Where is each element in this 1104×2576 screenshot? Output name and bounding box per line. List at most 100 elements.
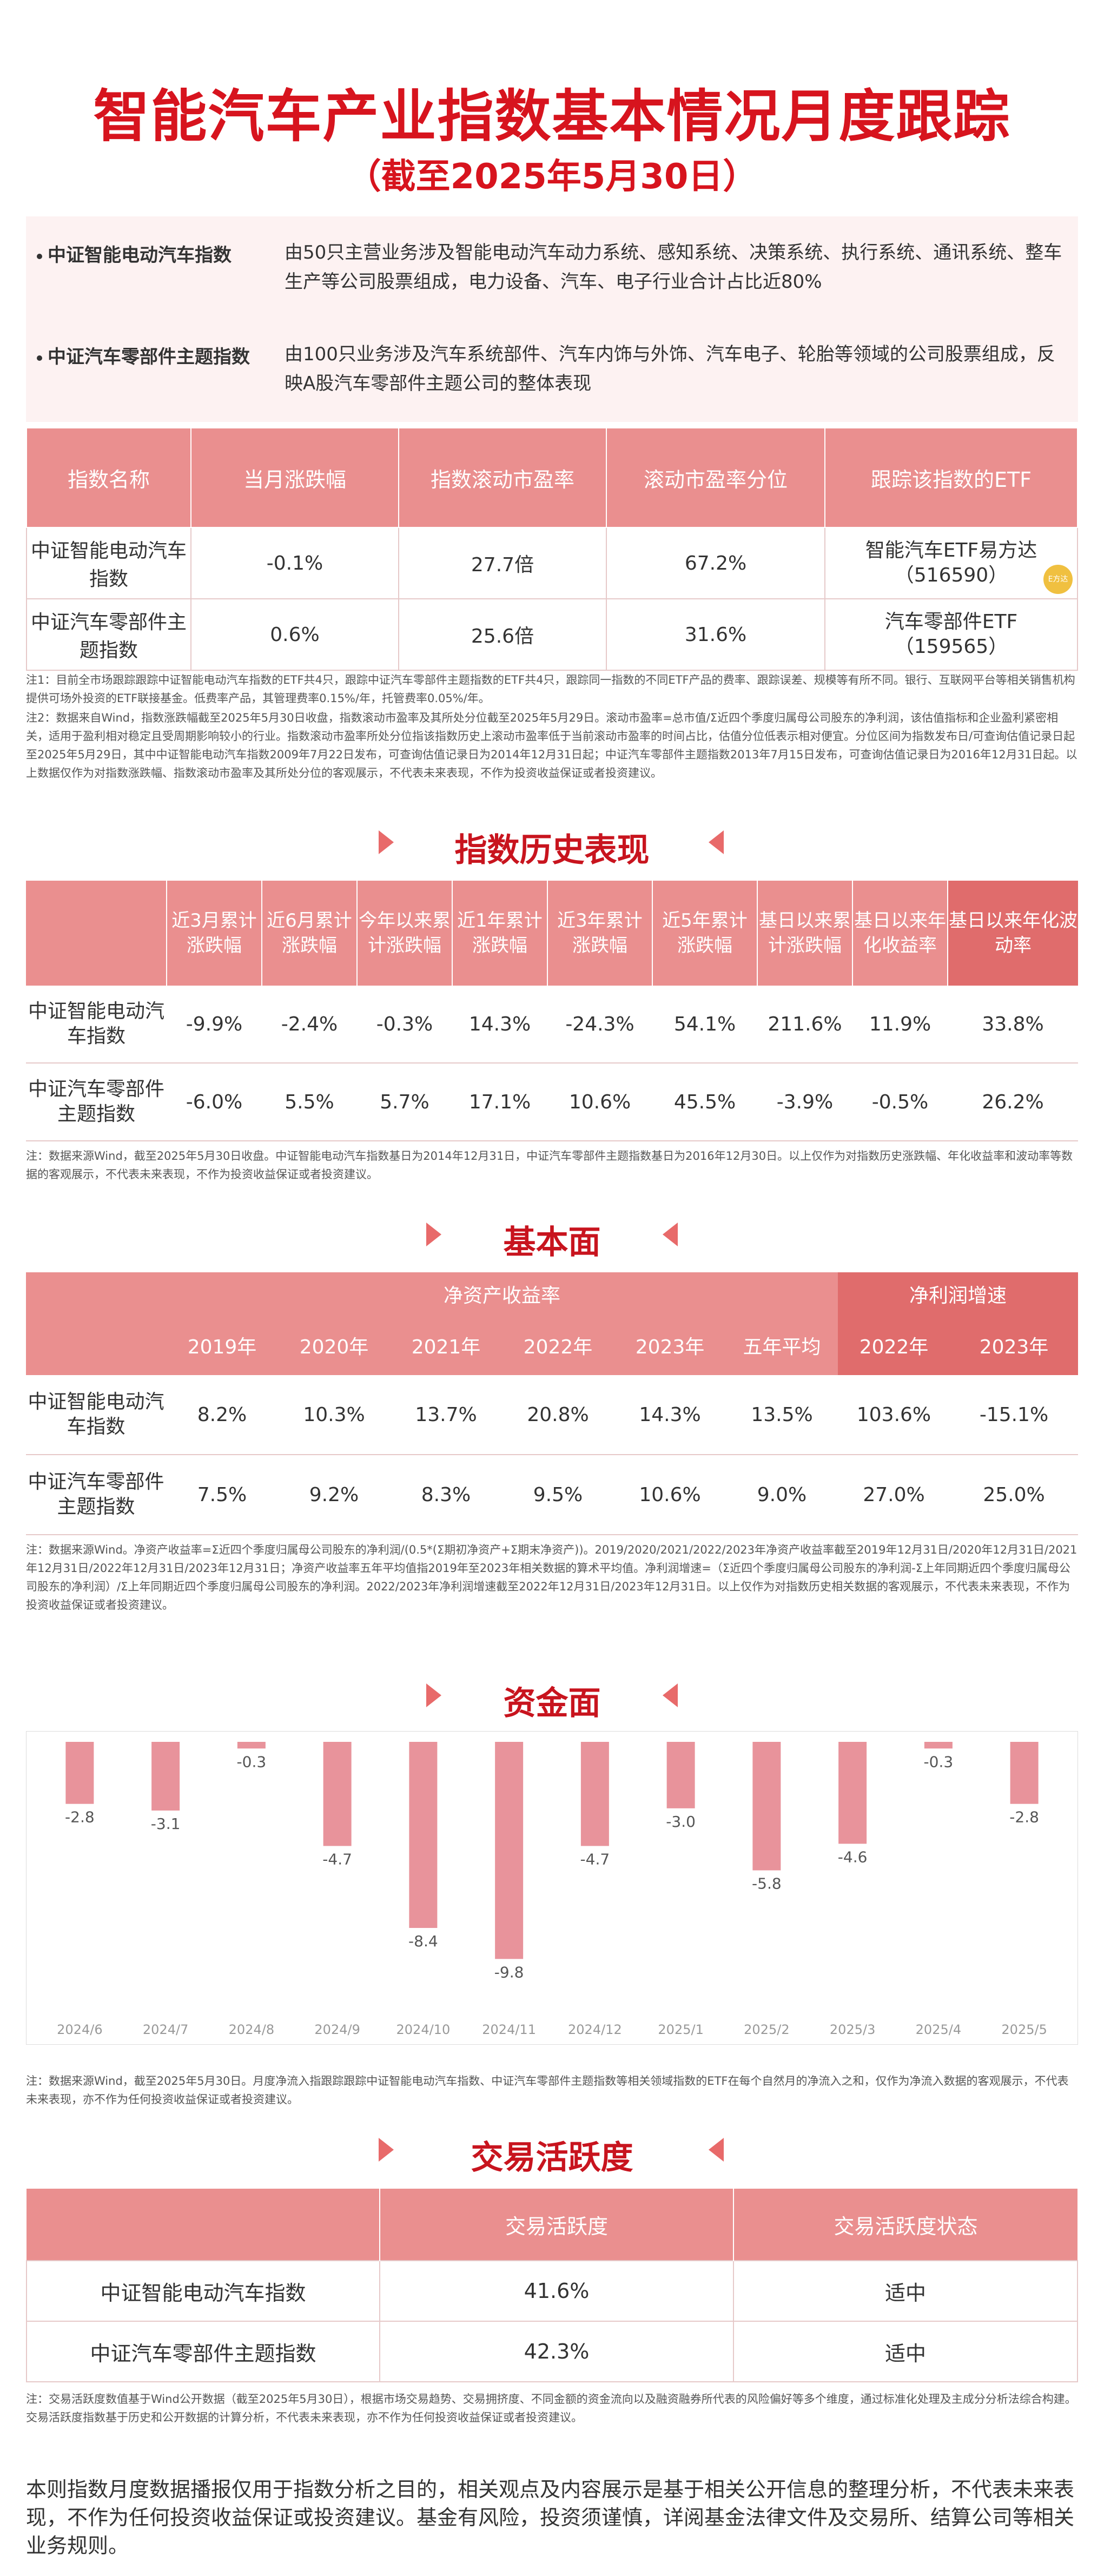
arrow-left-icon: [663, 1683, 678, 1707]
efunds-logo-icon: E方达: [1043, 565, 1073, 594]
activity-note: 注：交易活跃度数值基于Wind公开数据（截至2025年5月30日），根据市场交易…: [26, 2393, 1076, 2424]
rolling-pe: 27.7倍: [398, 527, 607, 599]
intro-index-desc: 由100只业务涉及汽车系统部件、汽车内饰与外饰、汽车电子、轮胎等领域的公司股票组…: [285, 344, 1055, 394]
cell: -3.9%: [757, 1063, 852, 1141]
bar-value-label: -2.8: [65, 1808, 95, 1826]
cell: 9.5%: [502, 1455, 614, 1535]
activity-value: 42.3%: [379, 2321, 734, 2382]
table-row: 中证汽车零部件主题指数 42.3% 适中: [26, 2321, 1078, 2382]
etf-code: （516590）: [894, 564, 1008, 586]
col-header: [27, 2189, 380, 2261]
history-table: 近3月累计涨跌幅 近6月累计涨跌幅 今年以来累计涨跌幅 近1年累计涨跌幅 近3年…: [26, 881, 1078, 1141]
col-header: 当月涨跌幅: [190, 427, 399, 528]
chart-frame: [26, 1731, 1078, 2045]
cell: -15.1%: [950, 1375, 1078, 1455]
col-header: 近3月累计涨跌幅: [166, 881, 262, 986]
table-row: 中证智能电动汽车指数 -0.1% 27.7倍 67.2% 智能汽车ETF易方达 …: [26, 527, 1078, 599]
chart-bar: [409, 1742, 438, 1928]
year-header: 2023年: [950, 1316, 1078, 1375]
arrow-right-icon: [379, 830, 394, 854]
chart-bar: [323, 1742, 352, 1846]
bar-value-label: -9.8: [494, 1963, 524, 1981]
index-name: 中证汽车零部件主题指数: [26, 2321, 380, 2382]
chart-bar: [495, 1742, 524, 1959]
index-name: 中证智能电动汽车指数: [26, 527, 191, 599]
arrow-left-icon: [709, 830, 724, 854]
rolling-pe: 25.6倍: [398, 598, 607, 671]
bar-value-label: -5.8: [752, 1875, 782, 1893]
year-header: 2022年: [838, 1316, 950, 1375]
x-axis-tick-label: 2024/11: [482, 2022, 536, 2037]
x-axis-tick-label: 2024/10: [396, 2022, 451, 2037]
year-header: 2021年: [390, 1316, 502, 1375]
chart-bar: [65, 1742, 94, 1804]
x-axis-tick-label: 2025/3: [830, 2022, 875, 2037]
x-axis-tick-label: 2024/6: [57, 2022, 102, 2037]
intro-index-name: 中证智能电动汽车指数: [48, 245, 232, 266]
col-header: 近1年累计涨跌幅: [452, 881, 547, 986]
table-row: 中证汽车零部件主题指数 0.6% 25.6倍 31.6% 汽车零部件ETF （1…: [26, 598, 1078, 671]
col-header: 跟踪该指数的ETF: [824, 427, 1078, 528]
cell: 10.6%: [614, 1455, 726, 1535]
bullet-icon: [37, 253, 42, 259]
index-name: 中证汽车零部件主题指数: [26, 1063, 167, 1141]
bar-value-label: -3.1: [151, 1815, 181, 1833]
chart-bar: [237, 1742, 266, 1749]
year-header: 2020年: [278, 1316, 390, 1375]
col-header: 基日以来年化收益率: [852, 881, 948, 986]
cell: 9.2%: [278, 1455, 390, 1535]
x-axis-tick-label: 2024/9: [314, 2022, 360, 2037]
cell: 5.5%: [262, 1063, 357, 1141]
col-header: 交易活跃度状态: [733, 2189, 1077, 2261]
table-row: 中证汽车零部件主题指数 7.5% 9.2% 8.3% 9.5% 10.6% 9.…: [26, 1455, 1078, 1535]
bar-value-label: -0.3: [924, 1753, 954, 1771]
col-header: 基日以来年化波动率: [947, 881, 1078, 986]
cell: 54.1%: [652, 986, 757, 1064]
col-header: 近5年累计涨跌幅: [652, 881, 757, 986]
bar-value-label: -8.4: [408, 1932, 438, 1950]
pe-percentile: 31.6%: [606, 598, 825, 671]
overview-table: 指数名称 当月涨跌幅 指数滚动市盈率 滚动市盈率分位 跟踪该指数的ETF 中证智…: [26, 427, 1078, 671]
cell: 5.7%: [357, 1063, 452, 1141]
table-row: 中证智能电动汽车指数 -9.9% -2.4% -0.3% 14.3% -24.3…: [26, 986, 1078, 1064]
pe-percentile: 67.2%: [606, 527, 825, 599]
cell: 8.3%: [390, 1455, 502, 1535]
index-name: 中证智能电动汽车指数: [26, 986, 167, 1064]
x-axis-tick-label: 2025/1: [658, 2022, 703, 2037]
group-header-roe: 净资产收益率: [166, 1272, 838, 1316]
arrow-right-icon: [426, 1223, 441, 1246]
chart-bar: [666, 1742, 695, 1808]
note-2: 注2：数据来自Wind，指数涨跌幅截至2025年5月30日收盘，指数滚动市盈率及…: [26, 711, 1077, 780]
index-name: 中证智能电动汽车指数: [26, 2260, 380, 2322]
chart-bar: [924, 1742, 953, 1749]
disclaimer: 本则指数月度数据播报仅用于指数分析之目的，相关观点及内容展示是基于相关公开信息的…: [26, 2478, 1075, 2558]
index-name: 中证汽车零部件主题指数: [26, 1455, 166, 1535]
index-name: 中证汽车零部件主题指数: [26, 598, 191, 671]
section-title-activity: 交易活跃度: [0, 2131, 1104, 2178]
monthly-change: 0.6%: [190, 598, 399, 671]
col-header: 指数名称: [26, 427, 191, 528]
section-title-funds: 资金面: [0, 1677, 1104, 1724]
arrow-left-icon: [663, 1223, 678, 1246]
chart-bar: [752, 1742, 781, 1871]
etf-cell: 汽车零部件ETF （159565）: [824, 598, 1078, 671]
cell: -0.3%: [357, 986, 452, 1064]
etf-cell: 智能汽车ETF易方达 （516590） E方达: [824, 527, 1078, 599]
cell: 103.6%: [838, 1375, 950, 1455]
cell: 26.2%: [948, 1063, 1078, 1141]
cell: 27.0%: [838, 1455, 950, 1535]
activity-table: 交易活跃度 交易活跃度状态 中证智能电动汽车指数 41.6% 适中 中证汽车零部…: [26, 2189, 1078, 2382]
cell: -2.4%: [262, 986, 357, 1064]
table-row: 中证智能电动汽车指数 8.2% 10.3% 13.7% 20.8% 14.3% …: [26, 1375, 1078, 1455]
group-header-profit-growth: 净利润增速: [838, 1272, 1078, 1316]
x-axis-tick-label: 2024/8: [229, 2022, 274, 2037]
bar-value-label: -0.3: [237, 1753, 267, 1771]
col-header: 基日以来累计涨跌幅: [757, 881, 852, 986]
table-row: 中证智能电动汽车指数 41.6% 适中: [26, 2260, 1078, 2322]
col-header: 滚动市盈率分位: [606, 427, 825, 528]
x-axis-tick-label: 2025/4: [916, 2022, 961, 2037]
bullet-icon: [37, 355, 42, 361]
cell: -9.9%: [167, 986, 262, 1064]
x-axis-tick-label: 2024/7: [143, 2022, 188, 2037]
col-header: 近3年累计涨跌幅: [547, 881, 652, 986]
